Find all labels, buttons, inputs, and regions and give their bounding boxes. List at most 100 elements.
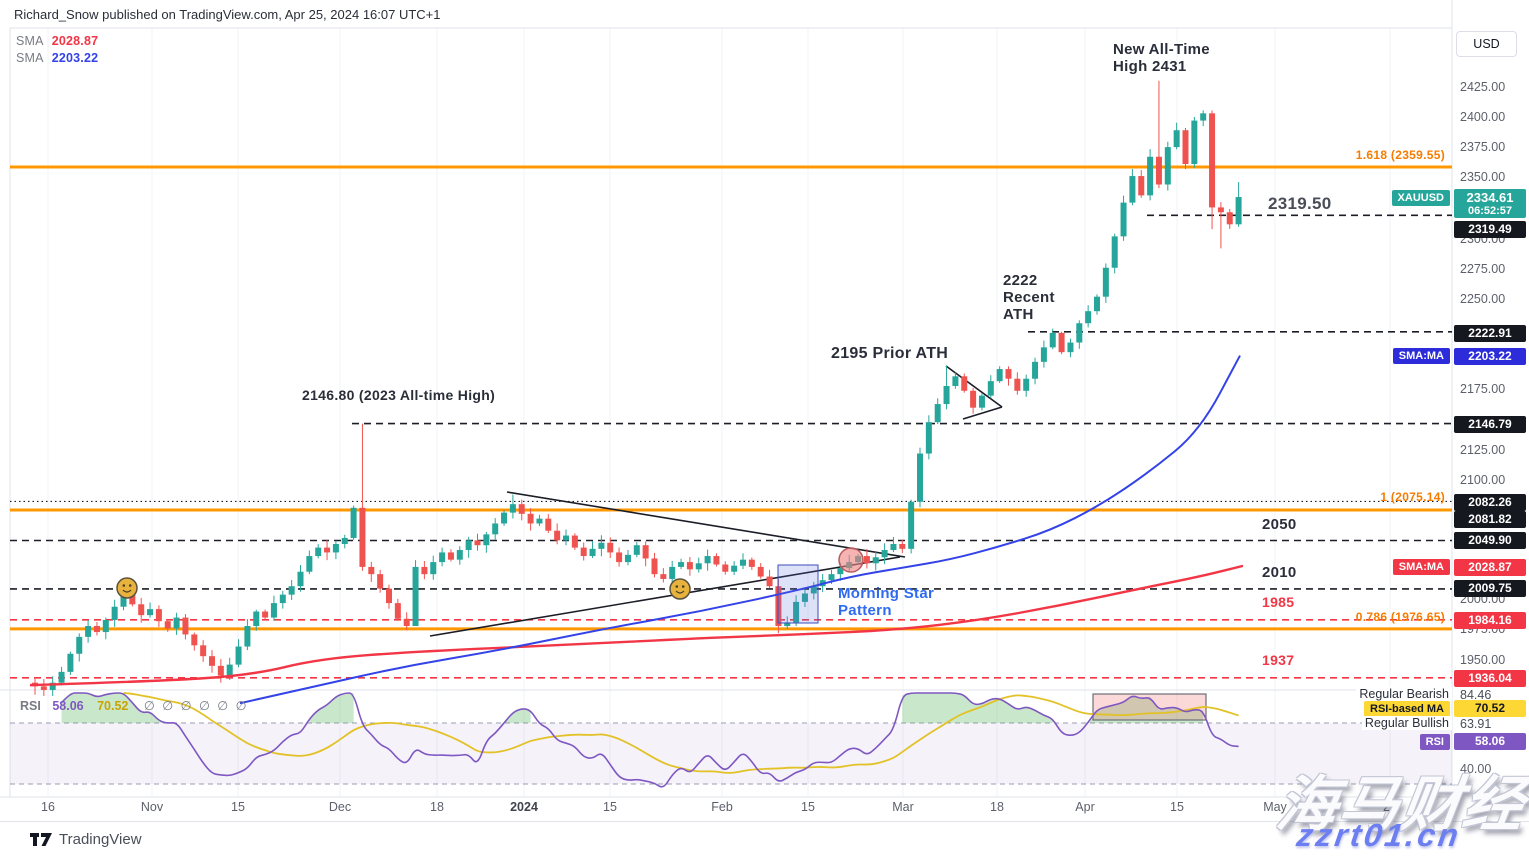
candle-body — [899, 543, 906, 549]
candle-body — [1005, 369, 1012, 379]
price-badge-line-1984: 1984.16 — [1454, 612, 1526, 629]
candle-body — [67, 653, 74, 672]
candle-body — [961, 376, 968, 391]
rsi-line — [60, 692, 1239, 788]
candle-body — [412, 566, 419, 627]
candle-body — [509, 504, 516, 513]
time-axis-tick[interactable]: Mar — [892, 800, 914, 814]
candle-body — [102, 619, 109, 633]
candle-body — [182, 617, 189, 635]
rsi-label-regular-bearish: Regular Bearish — [1356, 687, 1452, 701]
time-axis-tick[interactable]: 18 — [430, 800, 444, 814]
annotation-fib-0786-label: 0.786 (1976.65) — [1355, 610, 1445, 624]
candle-body — [483, 534, 490, 546]
time-axis-tick[interactable]: 16 — [41, 800, 55, 814]
rsi-divergence-toggles: ∅ ∅ ∅ ∅ ∅ ∅ — [143, 699, 249, 713]
candle-body — [501, 512, 508, 524]
candle-body — [1235, 197, 1242, 225]
time-axis-tick[interactable]: 15 — [1170, 800, 1184, 814]
candle-body — [624, 554, 631, 563]
time-axis-tick[interactable]: Apr — [1075, 800, 1095, 814]
tradingview-logo-icon — [30, 833, 52, 846]
candle-body — [872, 557, 879, 564]
time-axis-tick[interactable]: 15 — [801, 800, 815, 814]
candle-body — [678, 562, 685, 567]
candle-body — [695, 563, 702, 570]
candle-body — [341, 537, 348, 544]
sma-slow-line — [239, 355, 1241, 705]
candle-body — [536, 518, 543, 524]
candle-body — [306, 556, 313, 572]
candle-body — [465, 540, 472, 551]
candle-body — [881, 550, 888, 558]
sma-slow-legend-label: SMA — [16, 51, 44, 65]
candle-body — [1191, 120, 1198, 164]
candle-body — [580, 547, 587, 557]
trendline — [506, 491, 906, 558]
candle-body — [1023, 378, 1030, 391]
candle-body — [244, 626, 251, 647]
candle-body — [209, 656, 215, 666]
candle-body — [200, 645, 207, 657]
sma-slow-legend[interactable]: SMA 2203.22 — [16, 51, 98, 65]
rsi-overbought-fill — [61, 693, 177, 724]
annotation-ath-2023-note: 2146.80 (2023 All-time High) — [302, 387, 496, 403]
candle-body — [669, 566, 676, 579]
price-badge-sma-slow: 2203.22 — [1454, 348, 1526, 365]
rsi-legend[interactable]: RSI 58.06 70.52 ∅ ∅ ∅ ∅ ∅ ∅ — [20, 698, 249, 713]
candle-body — [1226, 212, 1233, 225]
candle-body — [731, 565, 738, 572]
time-axis-tick[interactable]: 18 — [990, 800, 1004, 814]
candle-body — [377, 574, 384, 589]
candle-body — [589, 548, 596, 557]
time-axis-tick[interactable]: May — [1263, 800, 1287, 814]
price-axis-tick: 2425.00 — [1460, 80, 1506, 94]
candle-body — [147, 609, 154, 616]
candle-body — [890, 543, 897, 551]
price-axis-tick: 1950.00 — [1460, 653, 1506, 667]
candle-body — [917, 453, 923, 502]
currency-toggle-button[interactable]: USD — [1456, 31, 1517, 57]
time-axis-tick[interactable]: 20 — [1383, 800, 1397, 814]
candle-body — [740, 559, 746, 566]
rsi-value-regular-bullish: 63.91 — [1460, 717, 1492, 731]
annotation-fib-1618-label: 1.618 (2359.55) — [1355, 148, 1445, 162]
tradingview-brand[interactable]: TradingView — [30, 831, 142, 848]
rsi-axis-tick: 40.00 — [1460, 762, 1492, 776]
candle-body — [996, 369, 1003, 382]
annotation-new-ath-note: New All-Time High 2431 — [1113, 41, 1210, 75]
candle-body — [1138, 176, 1145, 196]
candle-body — [350, 507, 357, 538]
rsi-overbought-fill — [309, 693, 354, 723]
time-axis-tick[interactable]: 15 — [603, 800, 617, 814]
candle-body — [784, 622, 791, 627]
annotation-morning-star-note: Morning Star Pattern — [838, 585, 935, 619]
candle-body — [1200, 113, 1207, 121]
candle-body — [660, 574, 667, 579]
candle-body — [518, 504, 525, 514]
smiley-mouth — [122, 589, 132, 593]
candle-body — [1155, 156, 1162, 185]
annotation-level-2010-note: 2010 — [1262, 564, 1297, 581]
candle-body — [138, 604, 145, 616]
candle-body — [713, 556, 720, 565]
candle-body — [324, 547, 331, 553]
time-axis-tick[interactable]: 15 — [231, 800, 245, 814]
price-axis-tick: 2250.00 — [1460, 292, 1506, 306]
candle-body — [456, 550, 463, 560]
time-axis-tick[interactable]: Nov — [140, 800, 164, 814]
candle-body — [129, 593, 136, 605]
time-axis-tick[interactable]: Feb — [711, 800, 733, 814]
time-axis-tick[interactable]: 2024 — [510, 800, 538, 814]
time-axis-tick[interactable]: Dec — [328, 800, 352, 814]
annotation-price-callout: 2319.50 — [1268, 194, 1332, 213]
candle-body — [1058, 332, 1065, 353]
sma-fast-legend[interactable]: SMA 2028.87 — [16, 34, 98, 48]
smiley-marker — [116, 577, 138, 599]
sma-fast-line — [29, 564, 1244, 687]
price-axis-tick: 2275.00 — [1460, 262, 1506, 276]
rsi-ma-legend-value: 70.52 — [97, 699, 129, 713]
annotation-fib-1-label: 1 (2075.14) — [1380, 490, 1445, 504]
